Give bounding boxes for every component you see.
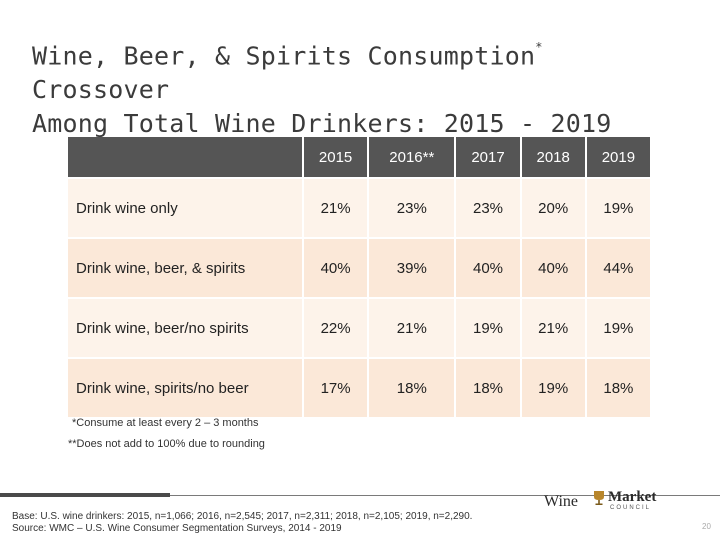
table-cell: 40% <box>304 237 368 297</box>
column-header: 2015 <box>304 137 368 177</box>
table-row: Drink wine, beer/no spirits 22% 21% 19% … <box>68 297 650 357</box>
footnote-consume: *Consume at least every 2 – 3 months <box>72 417 259 429</box>
title-line2: Among Total Wine Drinkers: 2015 - 2019 <box>32 109 612 139</box>
table-cell: 18% <box>456 357 520 417</box>
table-cell: 19% <box>521 357 585 417</box>
table-cell: 17% <box>304 357 368 417</box>
table-cell: 21% <box>369 297 455 357</box>
source-line: Source: WMC – U.S. Wine Consumer Segment… <box>12 523 342 534</box>
footer-divider-thin <box>170 495 720 496</box>
consumption-table: 2015 2016** 2017 2018 2019 Drink wine on… <box>66 137 652 417</box>
table-cell: 39% <box>369 237 455 297</box>
row-label: Drink wine only <box>68 177 302 237</box>
title-asterisk: * <box>535 40 543 54</box>
table-cell: 19% <box>586 177 650 237</box>
table-cell: 20% <box>521 177 585 237</box>
table-cell: 19% <box>586 297 650 357</box>
table-cell: 44% <box>586 237 650 297</box>
logo-word-council: COUNCIL <box>610 505 652 511</box>
base-source-note: Base: U.S. wine drinkers: 2015, n=1,066;… <box>12 511 472 535</box>
table-cell: 40% <box>521 237 585 297</box>
column-header: 2018 <box>521 137 585 177</box>
row-label: Drink wine, beer, & spirits <box>68 237 302 297</box>
header-blank-cell <box>68 137 302 177</box>
column-header: 2017 <box>456 137 520 177</box>
wine-market-council-logo: Wine Market COUNCIL <box>544 489 662 515</box>
wine-glass-icon <box>594 491 604 505</box>
footer-divider-thick <box>0 493 170 497</box>
logo-word-wine: Wine <box>544 493 579 510</box>
table-cell: 23% <box>369 177 455 237</box>
column-header: 2016** <box>369 137 455 177</box>
table-row: Drink wine only 21% 23% 23% 20% 19% <box>68 177 650 237</box>
title-line1: Wine, Beer, & Spirits Consumption <box>32 41 536 71</box>
page-number: 20 <box>702 522 711 531</box>
table-header-row: 2015 2016** 2017 2018 2019 <box>68 137 650 177</box>
table-cell: 40% <box>456 237 520 297</box>
row-label: Drink wine, beer/no spirits <box>68 297 302 357</box>
table-cell: 22% <box>304 297 368 357</box>
column-header: 2019 <box>586 137 650 177</box>
table-cell: 21% <box>521 297 585 357</box>
row-label: Drink wine, spirits/no beer <box>68 357 302 417</box>
table-cell: 19% <box>456 297 520 357</box>
table-cell: 21% <box>304 177 368 237</box>
table-cell: 18% <box>586 357 650 417</box>
title-line1-end: Crossover <box>32 75 170 105</box>
table-row: Drink wine, spirits/no beer 17% 18% 18% … <box>68 357 650 417</box>
slide-title: Wine, Beer, & Spirits Consumption* Cross… <box>32 34 692 141</box>
footnote-rounding: **Does not add to 100% due to rounding <box>68 438 265 450</box>
table-cell: 18% <box>369 357 455 417</box>
table-row: Drink wine, beer, & spirits 40% 39% 40% … <box>68 237 650 297</box>
base-line: Base: U.S. wine drinkers: 2015, n=1,066;… <box>12 511 473 522</box>
logo-word-market: Market <box>608 489 657 505</box>
table-cell: 23% <box>456 177 520 237</box>
